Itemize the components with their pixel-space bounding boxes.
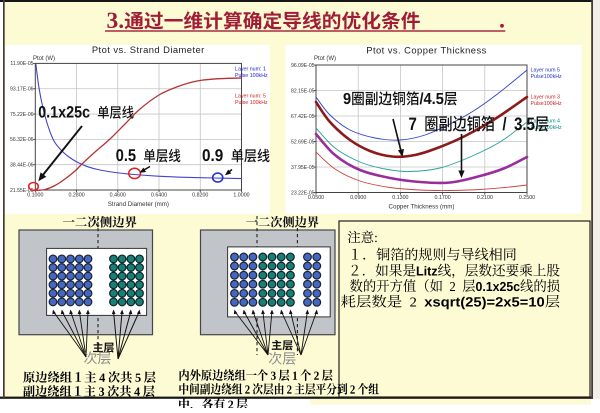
svg-text:0.1700: 0.1700 [434,195,450,201]
svg-text:0.8200: 0.8200 [192,193,208,199]
svg-text:Pulse100kHz: Pulse100kHz [531,74,563,80]
svg-text:Layer num: 1: Layer num: 1 [235,67,266,73]
svg-text:Pulse 100kHz: Pulse 100kHz [235,100,268,106]
svg-text:82.15E-05: 82.15E-05 [291,88,315,94]
svg-text:56.32E-06: 56.32E-06 [10,137,34,143]
svg-text:67.42E-05: 67.42E-05 [291,114,315,120]
svg-text:Pulse 100kHz: Pulse 100kHz [235,73,268,79]
svg-text:1.0000: 1.0000 [233,193,249,199]
svg-text:Layer num 3: Layer num 3 [531,95,560,101]
svg-text:75.22E-06: 75.22E-06 [10,112,34,118]
svg-text:Ptot vs. Strand Diameter: Ptot vs. Strand Diameter [92,44,205,55]
svg-text:Strand Diameter (mm): Strand Diameter (mm) [108,201,169,208]
svg-text:0.4600: 0.4600 [110,193,126,199]
svg-text:0.6400: 0.6400 [151,193,167,199]
svg-text:0.2100: 0.2100 [477,195,493,201]
svg-text:Ptot (W): Ptot (W) [314,56,336,62]
svg-text:0.2500: 0.2500 [519,195,535,201]
svg-text:Copper Thickness (mm): Copper Thickness (mm) [389,204,455,211]
svg-text:96.09E-05: 96.09E-05 [291,63,315,69]
svg-text:52.69E-05: 52.69E-05 [291,139,315,145]
svg-text:0.1300: 0.1300 [392,195,408,201]
svg-text:11.90E-05: 11.90E-05 [10,61,33,67]
svg-text:0.1000: 0.1000 [27,193,43,199]
svg-text:0.2800: 0.2800 [68,193,84,199]
svg-text:0.0900: 0.0900 [350,195,366,201]
svg-text:Ptot vs. Copper Thickness: Ptot vs. Copper Thickness [366,44,487,55]
svg-text:Layer num: 5: Layer num: 5 [235,94,266,100]
svg-text:Layer num 5: Layer num 5 [531,68,560,74]
svg-text:38.44E-06: 38.44E-06 [10,162,34,168]
svg-text:23.22E-05: 23.22E-05 [291,190,315,196]
svg-text:Ptot (W): Ptot (W) [33,56,55,62]
svg-text:93.17E-06: 93.17E-06 [10,87,34,93]
svg-text:Pulse100kHz: Pulse100kHz [531,101,563,107]
svg-text:21.55E-06: 21.55E-06 [10,188,34,194]
svg-text:37.95E-05: 37.95E-05 [291,165,315,171]
svg-text:0.0500: 0.0500 [308,195,324,201]
svg-text:Layer num 4: Layer num 4 [531,119,560,125]
